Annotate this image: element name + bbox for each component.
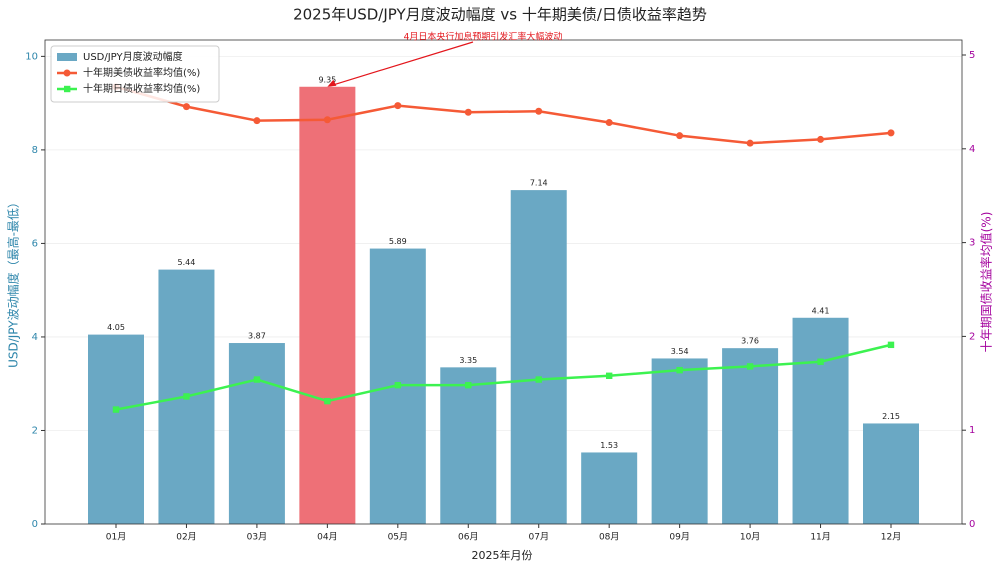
x-tick-label: 02月 (176, 532, 196, 543)
bar-value-label: 1.53 (600, 441, 618, 450)
marker (183, 393, 190, 400)
x-tick-label: 06月 (458, 532, 478, 543)
line (115, 343, 892, 411)
x-tick-label: 08月 (599, 532, 619, 543)
annotation: 4月日本央行加息预期引发汇率大幅波动 (404, 31, 563, 43)
bar-value-label: 5.89 (389, 237, 407, 246)
marker (535, 376, 542, 383)
bar-value-label: 3.35 (459, 356, 477, 365)
marker (887, 129, 895, 137)
marker (887, 341, 895, 349)
bar-value-label: 3.76 (741, 337, 759, 346)
marker (535, 107, 543, 115)
x-axis-label: 2025年月份 (472, 548, 533, 562)
bar (88, 334, 144, 524)
bar-value-label: 9.35 (318, 75, 336, 84)
x-tick-label: 12月 (881, 532, 901, 543)
x-tick-label: 11月 (810, 532, 830, 543)
legend-swatch (57, 53, 77, 61)
x-tick-label: 07月 (529, 532, 549, 543)
y-tick-label: 6 (32, 238, 38, 249)
annotation-arrow (330, 41, 474, 87)
legend-box (50, 45, 220, 103)
y-tick-label: 4 (32, 332, 38, 343)
marker (676, 366, 683, 374)
marker (323, 116, 331, 124)
marker (253, 117, 261, 125)
marker (464, 108, 472, 116)
bar (581, 452, 638, 524)
legend-label: 十年期美债收益率均值(%) (83, 66, 200, 79)
bar-value-label: 4.41 (812, 306, 830, 315)
x-tick-label: 04月 (317, 532, 337, 543)
y2-tick-label: 0 (969, 519, 975, 530)
bar-value-label: 7.14 (530, 179, 548, 188)
plot-frame (44, 39, 963, 525)
bar-value-label: 2.15 (882, 412, 900, 421)
line (115, 85, 892, 145)
marker (182, 103, 190, 111)
legend-marker (63, 69, 71, 77)
bar (792, 317, 849, 524)
bar (722, 348, 779, 524)
bar-value-label: 5.44 (178, 258, 196, 267)
bar-value-label: 3.54 (671, 347, 689, 356)
y2-tick-label: 2 (969, 331, 975, 342)
bar (863, 423, 919, 524)
bar (299, 86, 356, 525)
marker (605, 119, 613, 127)
legend-marker (64, 85, 71, 93)
y-tick-label: 2 (32, 425, 38, 436)
y2-tick-label: 3 (969, 238, 975, 249)
marker (324, 397, 331, 405)
bar (440, 367, 497, 524)
marker (465, 381, 472, 389)
legend-label: 十年期日债收益率均值(%) (83, 82, 200, 95)
marker (746, 363, 754, 370)
marker (394, 102, 402, 110)
bar (228, 343, 285, 524)
annotation-arrowhead (327, 79, 337, 87)
y2-axis-label: 十年期国债收益率均值(%) (979, 212, 994, 353)
y2-tick-label: 5 (969, 50, 975, 61)
legend-label: USD/JPY月度波动幅度 (83, 50, 183, 63)
y2-tick-label: 1 (969, 425, 975, 436)
marker (746, 139, 754, 147)
x-tick-label: 03月 (247, 532, 267, 543)
bar-value-label: 4.05 (107, 323, 125, 332)
x-tick-label: 09月 (669, 532, 689, 543)
marker (676, 132, 684, 140)
y-tick-label: 0 (32, 519, 38, 530)
marker (605, 372, 613, 379)
chart-title: 2025年USD/JPY月度波动幅度 vs 十年期美债/日债收益率趋势 (293, 6, 707, 24)
y-tick-label: 8 (32, 145, 38, 156)
x-tick-label: 01月 (106, 532, 126, 543)
y-axis-label: USD/JPY波动幅度（最高-最低） (6, 196, 21, 368)
y2-tick-label: 4 (969, 144, 975, 155)
marker (817, 135, 825, 143)
x-tick-label: 10月 (740, 532, 760, 543)
bar-value-label: 3.87 (248, 332, 266, 341)
x-tick-label: 05月 (388, 532, 408, 543)
y-tick-label: 10 (25, 51, 38, 62)
marker (817, 358, 824, 365)
marker (394, 381, 402, 389)
bar (651, 358, 708, 524)
marker (112, 406, 120, 413)
bar (510, 190, 567, 524)
marker (253, 376, 261, 383)
